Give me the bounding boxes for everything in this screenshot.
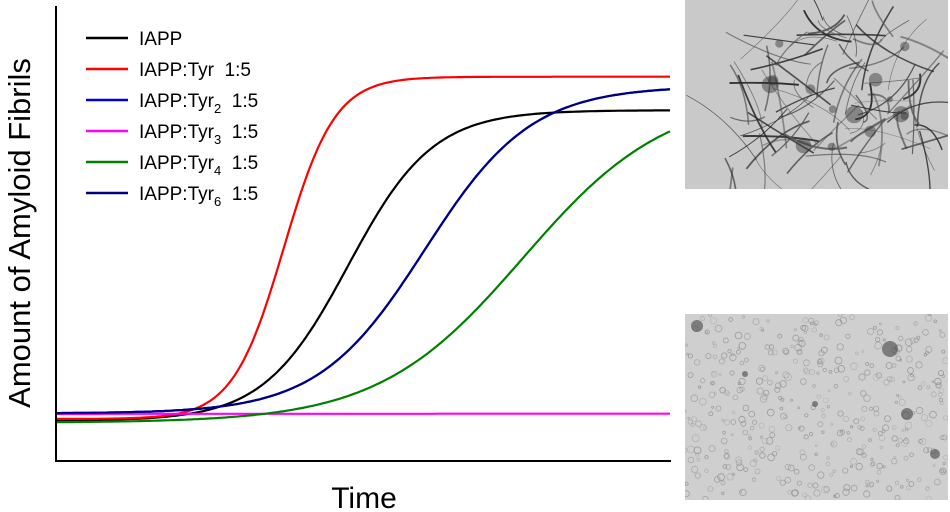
legend-label-tyr2: IAPP:Tyr2 1:5 xyxy=(139,91,258,116)
legend: IAPP IAPP:Tyr 1:5 IAPP:Tyr2 1:5 IAPP:Tyr3 1… xyxy=(86,29,258,209)
legend-label-tyr4: IAPP:Tyr4 1:5 xyxy=(139,153,258,178)
series-line-tyr1 xyxy=(57,75,670,420)
tem-image-oligomers xyxy=(685,314,948,500)
amorphous-aggregate-micrograph-icon xyxy=(685,314,948,500)
curves-group xyxy=(57,75,671,424)
x-axis-label: Time xyxy=(331,482,397,512)
legend-label-iapp: IAPP xyxy=(139,29,182,50)
tem-image-fibrils xyxy=(685,0,948,189)
legend-label-tyr1: IAPP:Tyr 1:5 xyxy=(139,60,251,81)
legend-label-tyr3: IAPP:Tyr3 1:5 xyxy=(139,122,258,147)
series-line-tyr6 xyxy=(57,88,671,415)
line-chart: Amount of Amyloid Fibrils Time IAPP IAPP:… xyxy=(2,6,671,512)
fibril-network-micrograph-icon xyxy=(686,0,948,189)
y-axis-label: Amount of Amyloid Fibrils xyxy=(2,58,37,408)
series-line-tyr4 xyxy=(57,130,671,424)
legend-label-tyr6: IAPP:Tyr6 1:5 xyxy=(139,184,258,209)
